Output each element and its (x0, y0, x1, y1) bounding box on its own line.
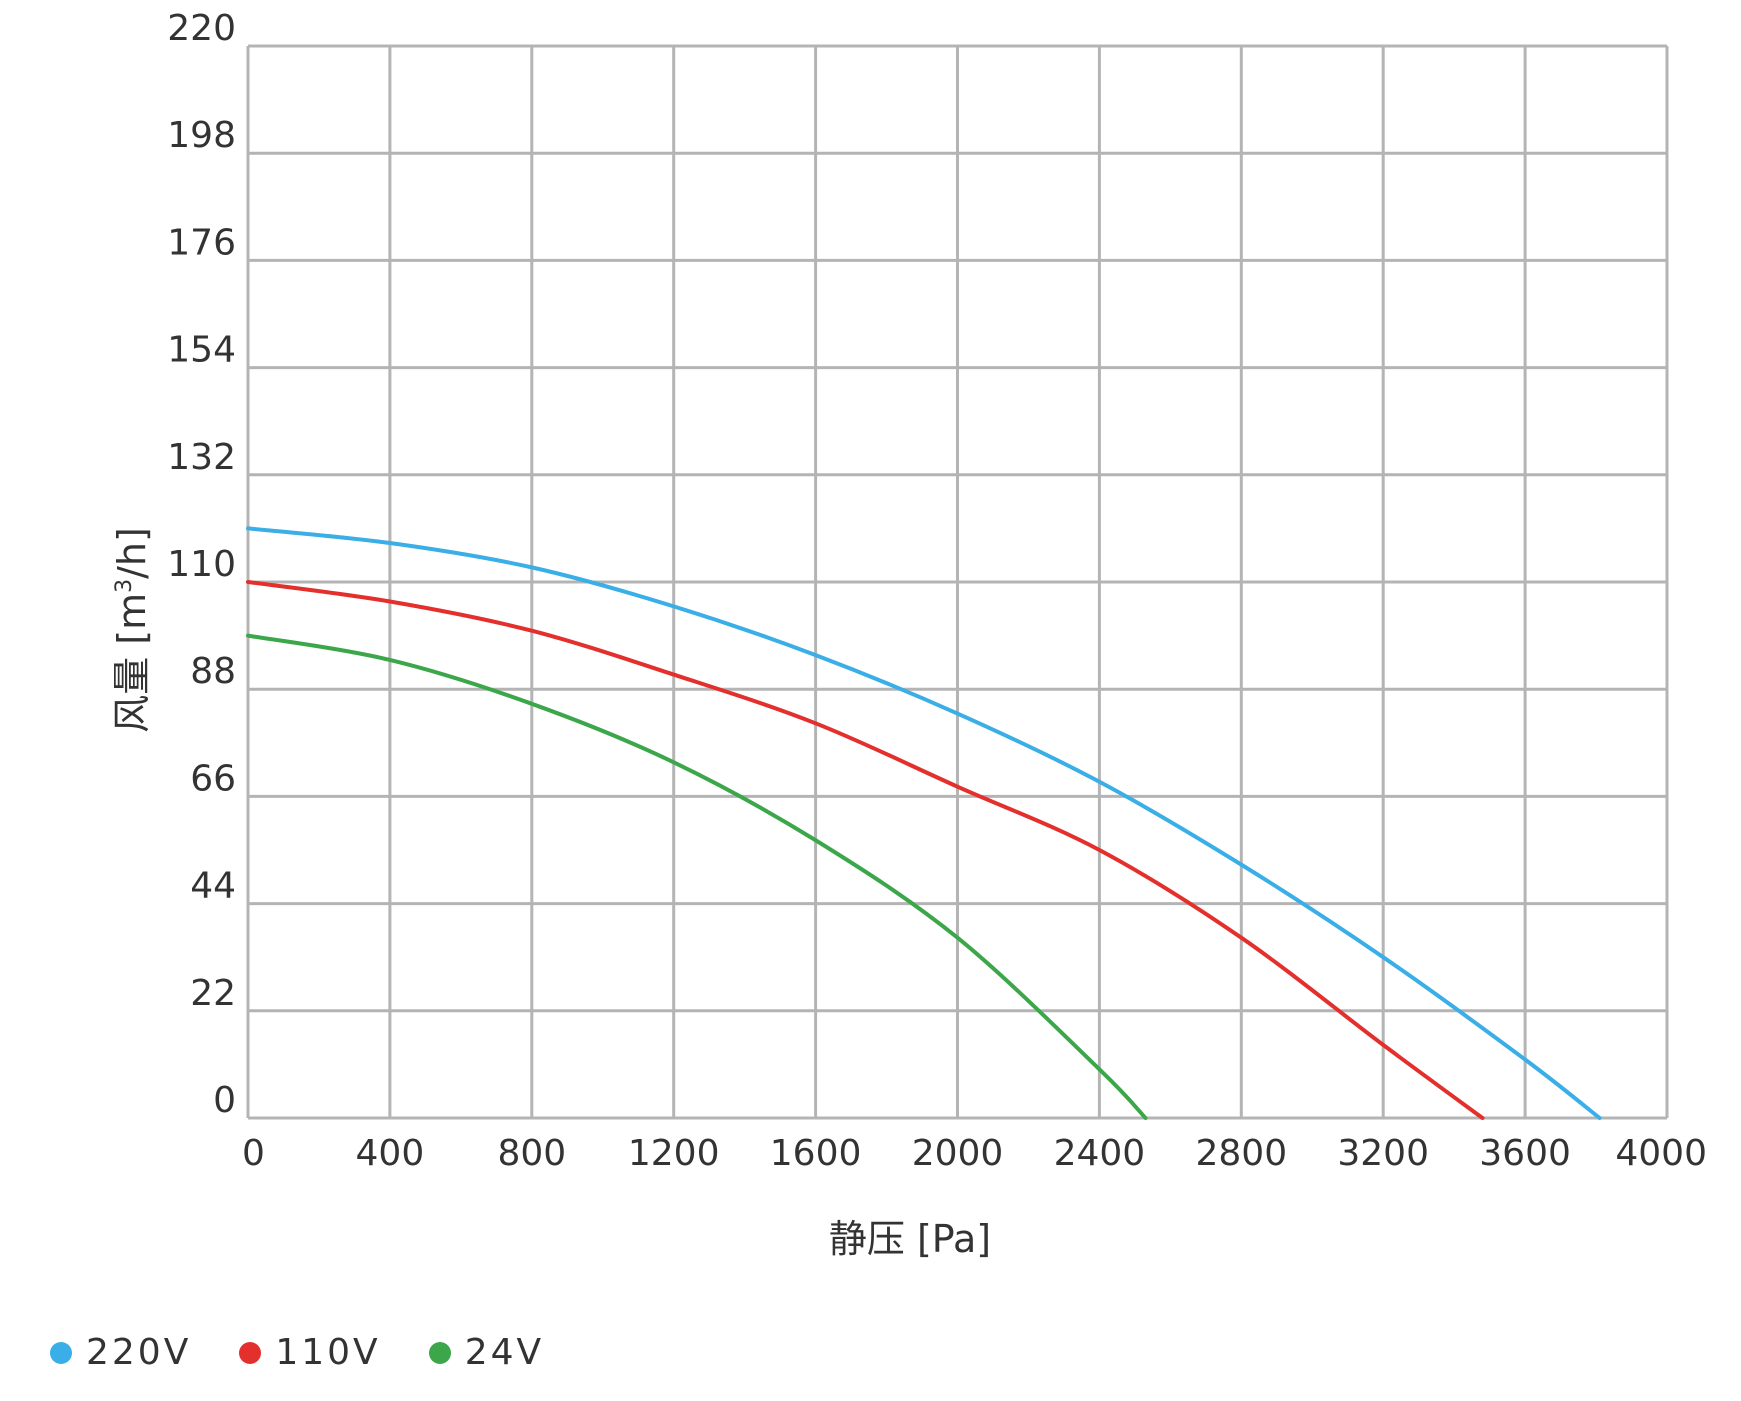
y-tick-label-8: 176 (167, 222, 236, 263)
legend-item-220V: 220V (50, 1332, 191, 1373)
grid (246, 44, 1669, 1120)
x-tick-label-3: 1200 (628, 1133, 720, 1174)
legend-label: 24V (464, 1332, 545, 1373)
y-axis-label-end: /h] (110, 527, 154, 579)
y-tick-label-1: 22 (190, 973, 236, 1014)
legend-dot-icon (428, 1341, 451, 1364)
x-tick-label-6: 2400 (1054, 1133, 1146, 1174)
y-tick-label-5: 110 (167, 544, 236, 585)
y-tick-label-0: 0 (213, 1080, 236, 1121)
y-tick-label-3: 66 (190, 758, 236, 799)
legend-item-24V: 24V (428, 1332, 545, 1373)
legend-dot-icon (239, 1341, 262, 1364)
y-tick-label-9: 198 (167, 115, 236, 156)
y-axis-label: 风量 [m3/h] (110, 527, 154, 733)
y-tick-label-10: 220 (167, 8, 236, 49)
y-tick-label-7: 154 (167, 330, 236, 371)
x-tick-label-5: 2000 (912, 1133, 1004, 1174)
x-tick-label-4: 1600 (770, 1133, 862, 1174)
x-tick-label-9: 3600 (1479, 1133, 1571, 1174)
legend-label: 110V (275, 1332, 381, 1373)
series-line-220V (246, 526, 1602, 1120)
series-line-24V (246, 633, 1148, 1120)
y-tick-label-4: 88 (190, 651, 236, 692)
y-axis-label-main: 风量 [m (110, 593, 154, 733)
y-axis-label-sup: 3 (112, 579, 137, 593)
x-tick-label-0: 0 (242, 1133, 265, 1174)
x-tick-label-2: 800 (497, 1133, 566, 1174)
x-tick-label-8: 3200 (1337, 1133, 1429, 1174)
series-lines (246, 526, 1602, 1120)
x-tick-label-7: 2800 (1195, 1133, 1287, 1174)
series-line-110V (246, 580, 1485, 1120)
x-tick-labels: 0 400 800 1200 1600 2000 2400 2800 3200 3600 4000 (242, 1133, 1707, 1174)
legend-label: 220V (86, 1332, 192, 1373)
legend: 220V 110V 24V (50, 1332, 544, 1373)
legend-item-110V: 110V (239, 1332, 380, 1373)
y-tick-label-6: 132 (167, 437, 236, 478)
x-tick-label-10: 4000 (1615, 1133, 1707, 1174)
legend-dot-icon (50, 1341, 72, 1364)
y-tick-label-2: 44 (190, 866, 236, 907)
x-tick-label-1: 400 (356, 1133, 425, 1174)
y-tick-labels: 0 22 44 66 88 110 132 154 176 198 220 (167, 8, 236, 1121)
x-axis-label: 静压 [Pa] (829, 1217, 991, 1261)
